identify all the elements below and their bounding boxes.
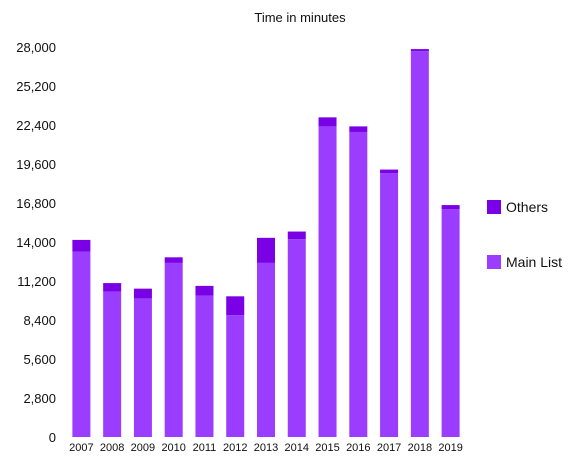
bar-others-2017	[380, 169, 399, 174]
y-tick-label: 2,800	[23, 391, 56, 406]
bar-main-list-2012	[226, 315, 245, 437]
bar-main-list-2015	[318, 126, 337, 438]
bar-others-2008	[103, 283, 122, 292]
bar-main-list-2007	[72, 251, 91, 437]
x-tick-label: 2017	[377, 442, 401, 454]
x-tick-label: 2016	[346, 442, 370, 454]
bar-others-2013	[257, 237, 275, 263]
bar-others-2012	[226, 296, 245, 316]
bar-main-list-2010	[164, 262, 183, 437]
y-tick-label: 19,600	[16, 157, 56, 172]
bar-others-2007	[72, 239, 91, 252]
y-tick-label: 28,000	[16, 40, 56, 55]
bar-others-2018	[410, 49, 429, 52]
x-tick-label: 2010	[161, 442, 185, 454]
bar-others-2011	[195, 285, 214, 296]
x-tick-label: 2011	[193, 442, 217, 454]
y-tick-label: 14,000	[16, 235, 56, 250]
y-tick-label: 8,400	[23, 313, 56, 328]
bar-main-list-2014	[287, 239, 306, 437]
bar-others-2010	[164, 257, 183, 263]
bar-main-list-2017	[380, 173, 399, 437]
bar-others-2014	[287, 231, 306, 240]
bar-others-2019	[441, 205, 460, 210]
x-tick-label: 2014	[285, 442, 309, 454]
x-tick-label: 2015	[315, 442, 339, 454]
x-tick-label: 2012	[223, 442, 247, 454]
y-axis: 0 2,800 5,600 8,400 11,200 14,000 16,800 19,600…	[16, 40, 56, 445]
legend-label-others: Others	[506, 199, 548, 215]
legend-label-main-list: Main List	[506, 254, 562, 270]
x-tick-label: 2007	[69, 442, 93, 454]
y-tick-label: 25,200	[16, 79, 56, 94]
y-tick-label: 11,200	[17, 274, 56, 289]
bar-main-list-2018	[410, 51, 429, 438]
x-tick-label: 2018	[408, 442, 432, 454]
bar-main-list-2008	[103, 291, 122, 437]
legend-swatch-others	[487, 200, 501, 214]
bars-group	[72, 49, 460, 438]
bar-others-2016	[349, 126, 368, 132]
x-tick-label: 2019	[438, 442, 462, 454]
bar-others-2015	[318, 117, 337, 127]
y-tick-label: 22,400	[16, 118, 56, 133]
y-tick-label: 16,800	[16, 196, 56, 211]
x-tick-label: 2009	[131, 442, 155, 454]
legend: Others Main List	[487, 199, 562, 270]
y-tick-label: 5,600	[23, 352, 56, 367]
bar-main-list-2013	[257, 262, 275, 437]
bar-main-list-2016	[349, 131, 368, 437]
y-tick-label: 0	[49, 430, 56, 445]
bar-main-list-2011	[195, 295, 214, 437]
x-tick-label: 2013	[254, 442, 278, 454]
bar-main-list-2009	[133, 298, 152, 437]
legend-swatch-main-list	[487, 255, 501, 269]
bar-others-2009	[133, 288, 152, 299]
x-axis: 2007 2008 2009 2010 2011 2012 2013 2014 2015 2016…	[69, 442, 463, 454]
x-tick-label: 2008	[100, 442, 124, 454]
bar-main-list-2019	[441, 209, 460, 437]
chart-title: Time in minutes	[254, 10, 346, 25]
